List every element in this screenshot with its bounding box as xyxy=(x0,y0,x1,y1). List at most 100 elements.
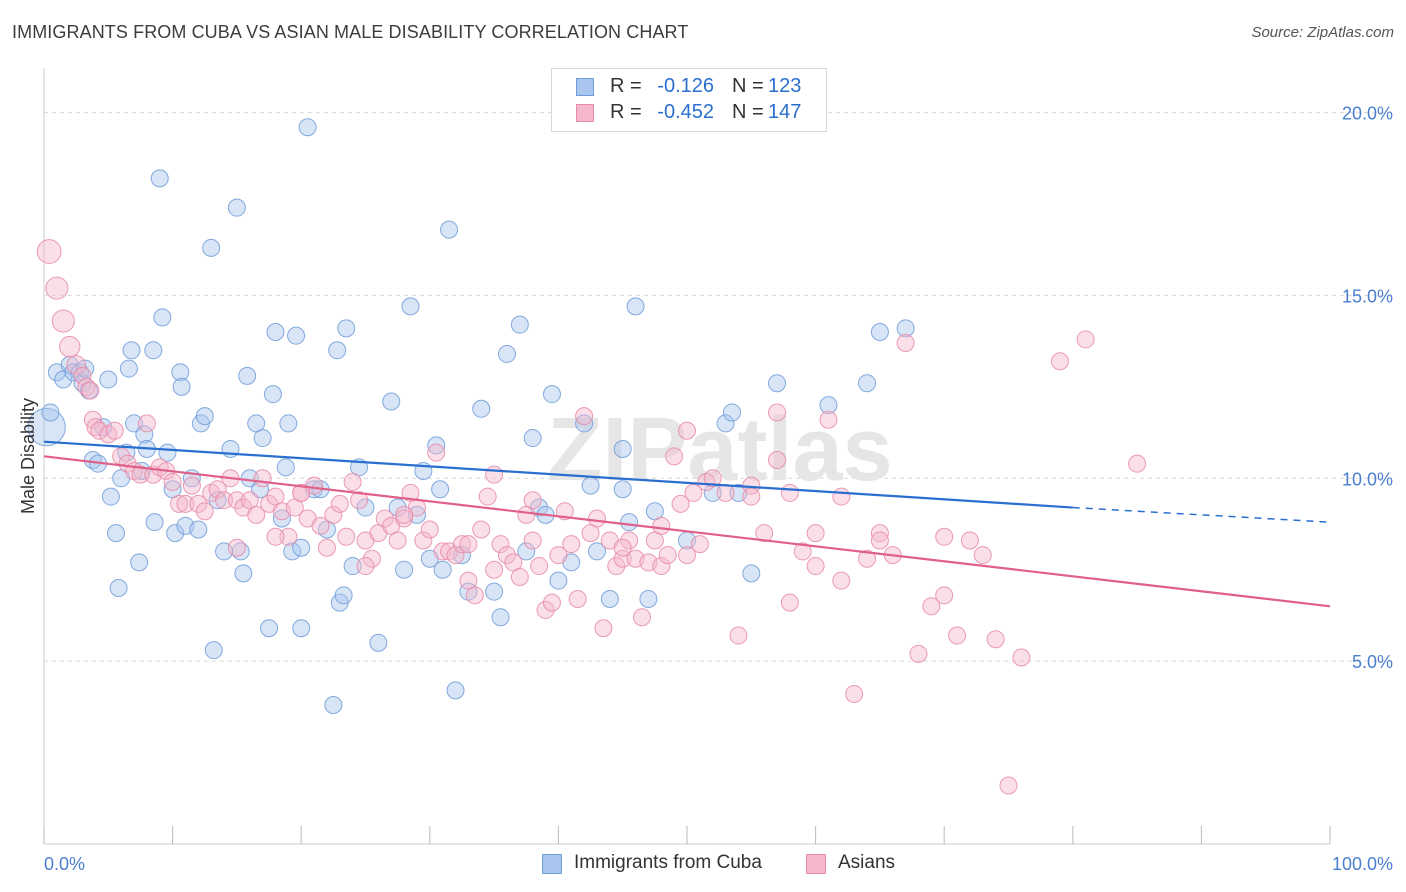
tick-labels: 5.0% 10.0% 15.0% 20.0% 0.0% 100.0% xyxy=(44,104,1393,874)
data-point xyxy=(189,494,208,513)
data-point xyxy=(665,447,684,466)
data-point xyxy=(690,535,709,554)
data-point xyxy=(227,198,246,217)
data-point xyxy=(658,546,677,565)
data-point xyxy=(90,421,109,440)
y-axis-label: Male Disability xyxy=(18,398,38,514)
data-point xyxy=(420,520,439,539)
data-point xyxy=(427,443,446,462)
legend-swatch-pink xyxy=(576,104,594,122)
data-point xyxy=(742,564,761,583)
data-point xyxy=(324,696,343,715)
legend-swatch-cuba xyxy=(542,854,562,874)
data-point xyxy=(1076,330,1095,349)
legend-swatch-asians xyxy=(806,854,826,874)
r-label: R = xyxy=(610,101,642,123)
data-point xyxy=(195,407,214,426)
data-point xyxy=(263,385,282,404)
data-point xyxy=(324,505,343,524)
data-point xyxy=(238,366,257,385)
data-point xyxy=(150,169,169,188)
data-point xyxy=(948,626,967,645)
data-point xyxy=(51,309,75,333)
data-point xyxy=(678,421,696,440)
data-point xyxy=(510,315,529,334)
data-point xyxy=(478,487,497,506)
data-point xyxy=(639,589,658,608)
data-point xyxy=(793,542,812,561)
data-point xyxy=(568,589,587,608)
data-point xyxy=(298,118,317,137)
data-point xyxy=(170,494,189,513)
data-point xyxy=(311,516,330,535)
data-point xyxy=(427,436,446,455)
n-value: 123 xyxy=(768,75,802,97)
data-point xyxy=(118,454,137,473)
data-point xyxy=(472,399,491,418)
data-point xyxy=(491,535,510,554)
data-point xyxy=(81,381,100,400)
data-point xyxy=(491,608,510,627)
data-point xyxy=(375,509,394,528)
data-point xyxy=(208,480,227,499)
data-point xyxy=(607,557,626,576)
data-point xyxy=(247,505,266,524)
data-point xyxy=(870,531,889,550)
data-point xyxy=(343,557,362,576)
data-point xyxy=(806,557,825,576)
data-point xyxy=(613,538,632,557)
data-point xyxy=(845,685,864,704)
data-point xyxy=(279,527,298,546)
data-point xyxy=(189,520,208,539)
data-point xyxy=(356,557,375,576)
data-point xyxy=(819,396,838,415)
data-point xyxy=(909,644,928,663)
data-point xyxy=(530,557,549,576)
axes xyxy=(43,68,1331,845)
grid-lines xyxy=(44,112,1392,662)
data-point xyxy=(446,681,465,700)
data-point xyxy=(497,546,516,565)
data-point xyxy=(632,608,651,627)
data-point xyxy=(485,465,504,484)
data-point xyxy=(832,571,851,590)
data-point xyxy=(204,641,223,660)
data-point xyxy=(517,542,536,561)
data-point xyxy=(723,403,742,422)
data-point xyxy=(227,538,246,557)
legend-label-asians: Asians xyxy=(838,852,896,873)
data-point xyxy=(440,220,459,239)
data-point xyxy=(806,524,825,543)
data-point xyxy=(575,414,594,433)
data-point xyxy=(729,626,748,645)
data-point xyxy=(549,546,568,565)
data-point xyxy=(485,582,504,601)
legend-label-cuba: Immigrants from Cuba xyxy=(574,852,762,873)
data-point xyxy=(276,458,295,477)
data-point xyxy=(594,619,613,638)
data-point xyxy=(145,513,164,532)
data-point xyxy=(555,502,574,521)
data-point xyxy=(73,366,92,385)
data-point xyxy=(819,410,838,429)
data-point xyxy=(272,509,291,528)
data-point xyxy=(66,355,87,375)
data-point xyxy=(362,549,381,568)
data-point xyxy=(755,524,774,543)
data-point xyxy=(234,564,253,583)
data-point xyxy=(317,538,336,557)
data-point xyxy=(510,568,529,587)
data-point xyxy=(195,502,214,521)
data-point xyxy=(343,472,362,491)
n-label: N = xyxy=(732,75,764,97)
data-point xyxy=(388,498,407,517)
data-point xyxy=(153,308,172,327)
data-point xyxy=(832,487,851,506)
data-point xyxy=(45,276,69,300)
data-point xyxy=(497,344,516,363)
data-point xyxy=(465,586,484,605)
data-point xyxy=(279,414,298,433)
data-point xyxy=(652,557,671,576)
data-point xyxy=(253,469,272,488)
data-point xyxy=(780,593,799,612)
